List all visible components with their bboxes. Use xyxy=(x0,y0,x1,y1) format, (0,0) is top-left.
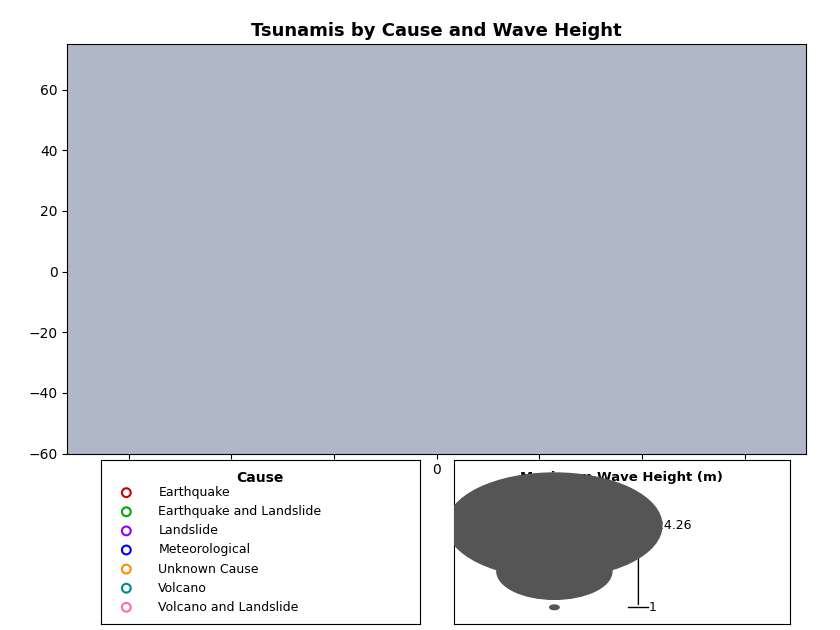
Point xyxy=(486,388,499,398)
Text: Cause: Cause xyxy=(237,471,284,485)
Circle shape xyxy=(497,543,612,599)
Text: Volcano and Landslide: Volcano and Landslide xyxy=(158,601,299,614)
Circle shape xyxy=(549,605,559,610)
Point xyxy=(486,214,499,224)
Text: 1: 1 xyxy=(648,601,656,614)
Text: Landslide: Landslide xyxy=(158,524,218,537)
Text: Earthquake and Landslide: Earthquake and Landslide xyxy=(158,505,322,518)
Text: Maximum Wave Height (m): Maximum Wave Height (m) xyxy=(520,471,723,484)
Text: Volcano: Volcano xyxy=(158,581,207,595)
Text: Unknown Cause: Unknown Cause xyxy=(158,563,259,576)
Title: Tsunamis by Cause and Wave Height: Tsunamis by Cause and Wave Height xyxy=(251,22,622,40)
Text: Earthquake: Earthquake xyxy=(158,486,230,499)
Text: Meteorological: Meteorological xyxy=(158,544,250,556)
Point xyxy=(486,40,499,50)
Circle shape xyxy=(447,473,662,578)
Text: 524.26: 524.26 xyxy=(648,519,692,532)
